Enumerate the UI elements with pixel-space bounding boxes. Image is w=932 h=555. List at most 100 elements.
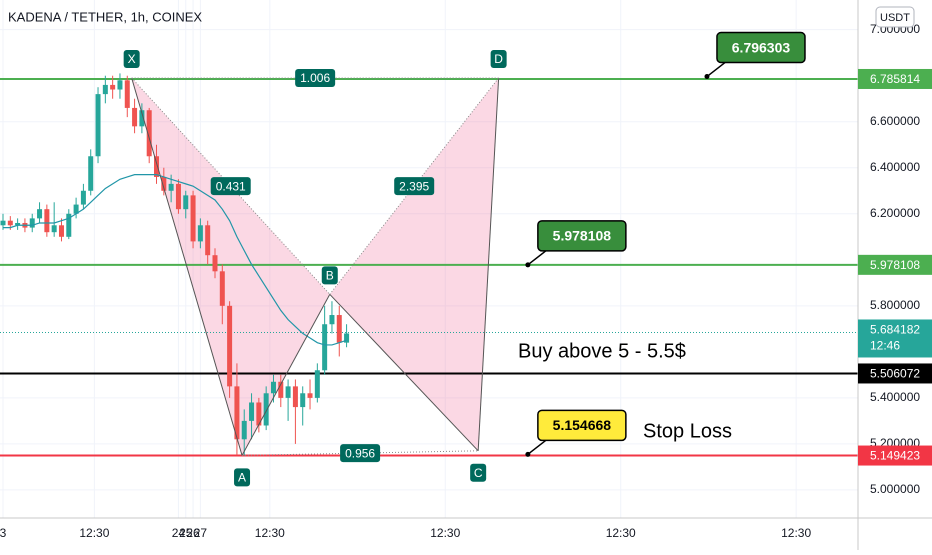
pattern-point-label: A <box>238 471 246 485</box>
candle-body <box>190 195 196 242</box>
price-label: 6.785814 <box>870 72 920 86</box>
x-tick-label: 12:30 <box>430 526 460 540</box>
candle-body <box>58 225 64 237</box>
pattern-ratio-line <box>329 77 500 295</box>
candle-body <box>88 156 94 191</box>
current-price-box <box>858 319 932 358</box>
y-tick-label: 5.000000 <box>870 482 920 496</box>
annotation: Buy above 5 - 5.5$ <box>518 340 686 362</box>
x-tick-label: 12:30 <box>255 526 285 540</box>
pattern-point-box <box>490 50 507 69</box>
candle-body <box>29 218 35 228</box>
x-tick-label: 12:30 <box>606 526 636 540</box>
candle-body <box>241 420 247 440</box>
price-label: 5.149423 <box>870 449 920 463</box>
candle-body <box>102 84 108 95</box>
ratio-box <box>394 177 435 196</box>
candle-body <box>146 110 152 157</box>
candle-body <box>139 110 145 127</box>
candle-body <box>270 381 276 394</box>
price-label-box <box>858 68 932 89</box>
annotation: Stop Loss <box>643 420 732 442</box>
candle-body <box>344 333 350 343</box>
chart-title: KADENA / TETHER, 1h, COINEX <box>8 9 202 24</box>
price-label: 5.978108 <box>870 258 920 272</box>
callout-anchor <box>525 451 531 457</box>
candle-body <box>249 402 255 421</box>
candle-body <box>285 386 291 398</box>
x-tick-label: 25 <box>179 526 193 540</box>
currency-button[interactable] <box>875 6 915 28</box>
candle-body <box>124 80 130 108</box>
x-tick-label: 12:30 <box>781 526 811 540</box>
candle-body <box>197 225 203 242</box>
ratio-box <box>295 69 336 88</box>
candle-body <box>51 225 57 233</box>
candle-body <box>175 183 181 210</box>
candle-body <box>37 209 43 219</box>
x-tick-label: 26 <box>186 526 200 540</box>
candle-body <box>73 204 79 214</box>
price-label-box <box>858 254 932 275</box>
current-price-label: 5.684182 <box>870 323 920 337</box>
moving-average <box>2 174 347 346</box>
x-tick-label: 12:30 <box>79 526 109 540</box>
candle-body <box>66 213 72 237</box>
price-label: 5.506072 <box>870 367 920 381</box>
candle-body <box>336 315 342 343</box>
callout-box <box>537 409 627 442</box>
x-tick-label: 27 <box>194 526 208 540</box>
candle-body <box>212 255 218 272</box>
y-tick-label: 5.400000 <box>870 390 920 404</box>
pattern-point-box <box>470 463 487 482</box>
callout-anchor <box>704 74 710 80</box>
candle-body <box>132 107 138 127</box>
candle-body <box>322 324 328 371</box>
ratio-label: 2.395 <box>399 179 429 193</box>
candle-body <box>205 225 211 256</box>
y-tick-label: 6.400000 <box>870 160 920 174</box>
y-tick-label: 5.800000 <box>870 298 920 312</box>
pattern-ratio-line <box>131 77 331 295</box>
candle-body <box>15 222 21 226</box>
pattern-point-label: B <box>326 268 334 282</box>
candle-body <box>300 393 306 408</box>
callout-anchor <box>525 262 531 268</box>
candle-body <box>314 370 320 398</box>
ratio-box <box>210 177 251 196</box>
pattern-point-box <box>321 266 338 285</box>
candle-body <box>0 220 6 226</box>
pattern-ratio-line <box>242 450 479 456</box>
x-tick-label: 24 <box>172 526 186 540</box>
candle-body <box>307 393 313 398</box>
y-tick-label: 6.200000 <box>870 206 920 220</box>
pattern-fill <box>131 78 330 456</box>
callout-box <box>537 220 627 252</box>
candle-body <box>329 315 335 325</box>
price-label-box <box>858 363 932 384</box>
currency-label: USDT <box>880 12 910 24</box>
ratio-label: 0.956 <box>345 446 375 460</box>
candle-body <box>219 271 225 306</box>
candle-body <box>256 402 262 426</box>
callout-box <box>716 31 806 64</box>
y-tick-label: 6.600000 <box>870 114 920 128</box>
pattern-point-box <box>234 468 251 487</box>
pattern-leg <box>329 293 479 452</box>
candle-body <box>154 156 160 177</box>
plot <box>0 0 858 518</box>
candle-body <box>292 386 298 408</box>
candle-body <box>110 84 116 90</box>
callout-pointer <box>527 439 547 455</box>
ratio-box <box>340 444 381 463</box>
callout-pointer <box>706 61 726 78</box>
candle-body <box>183 195 189 210</box>
candle-body <box>95 94 101 157</box>
countdown-label: 12:46 <box>870 339 900 353</box>
candle-body <box>44 209 50 233</box>
pattern-leg <box>477 77 500 451</box>
pattern-point-label: X <box>128 52 136 66</box>
pattern-leg <box>241 294 331 456</box>
